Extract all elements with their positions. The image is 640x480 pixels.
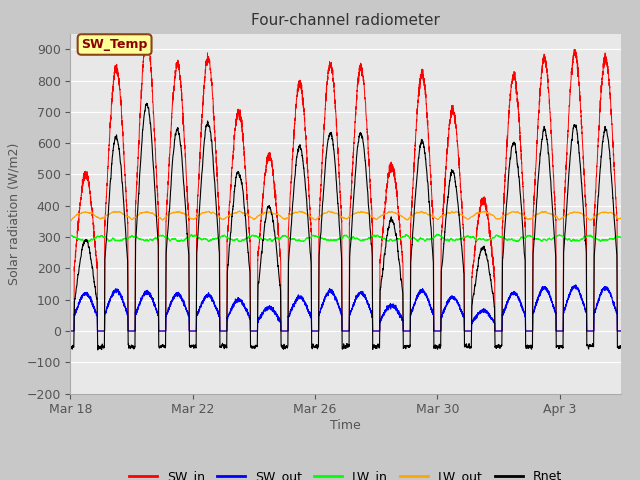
LW_in [617, 235, 625, 240]
LW_out [252, 216, 259, 222]
Line: SW_out: SW_out [70, 285, 621, 331]
Line: Rnet: Rnet [70, 103, 621, 350]
SW_in [67, 328, 74, 334]
Rnet [143, 100, 150, 106]
Rnet [617, 345, 625, 351]
Text: SW_Temp: SW_Temp [81, 38, 148, 51]
Rnet [611, 223, 619, 228]
SW_out [572, 282, 579, 288]
SW_in [611, 176, 618, 181]
Rnet [165, 209, 173, 215]
SW_in [394, 204, 402, 209]
SW_in [165, 163, 173, 169]
SW_out [251, 328, 259, 334]
SW_in [252, 328, 259, 334]
Line: LW_out: LW_out [70, 211, 621, 221]
Title: Four-channel radiometer: Four-channel radiometer [251, 13, 440, 28]
LW_out [236, 208, 243, 214]
LW_out [67, 218, 74, 224]
LW_in [611, 234, 619, 240]
SW_out [611, 303, 618, 309]
Line: LW_in: LW_in [70, 234, 621, 242]
SW_in [89, 215, 97, 220]
SW_in [617, 328, 625, 334]
Line: SW_in: SW_in [70, 35, 621, 331]
LW_in [89, 237, 97, 243]
LW_in [67, 232, 74, 238]
SW_in [168, 106, 176, 111]
SW_out [394, 310, 402, 315]
SW_out [617, 328, 625, 334]
SW_out [165, 305, 173, 311]
LW_in [168, 236, 176, 242]
LW_in [435, 231, 442, 237]
Rnet [252, 345, 259, 350]
Rnet [168, 161, 176, 167]
LW_in [394, 236, 402, 241]
SW_out [168, 298, 176, 303]
LW_in [165, 237, 173, 242]
LW_in [252, 233, 259, 239]
Y-axis label: Solar radiation (W/m2): Solar radiation (W/m2) [8, 143, 20, 285]
LW_out [394, 211, 402, 216]
Rnet [67, 344, 74, 350]
Legend: SW_in, SW_out, LW_in, LW_out, Rnet: SW_in, SW_out, LW_in, LW_out, Rnet [124, 465, 567, 480]
LW_out [165, 211, 173, 217]
X-axis label: Time: Time [330, 419, 361, 432]
Rnet [89, 265, 97, 271]
SW_out [89, 302, 97, 308]
SW_out [67, 328, 74, 334]
SW_in [143, 32, 150, 37]
Rnet [94, 347, 102, 353]
Rnet [394, 248, 402, 254]
LW_out [617, 215, 625, 221]
LW_out [611, 212, 618, 218]
LW_out [168, 210, 176, 216]
LW_in [236, 239, 243, 245]
LW_out [89, 211, 97, 216]
